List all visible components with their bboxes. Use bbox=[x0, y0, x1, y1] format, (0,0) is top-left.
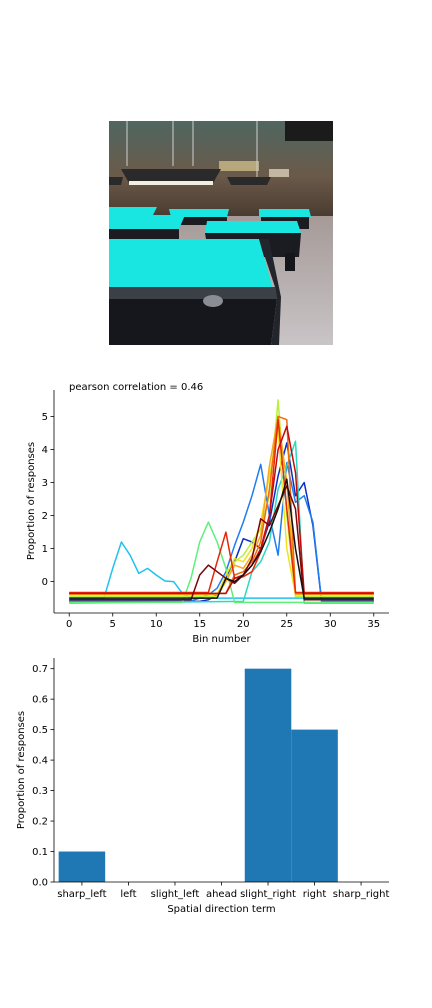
x-tick-label: 20 bbox=[237, 619, 250, 630]
line-chart: pearson correlation = 0.46 0 5 10 15 20 25 30 3… bbox=[26, 382, 389, 645]
x-tick-label: 0 bbox=[66, 619, 72, 630]
y-axis-label: Proportion of responses bbox=[26, 442, 37, 560]
y-tick-label: 0.2 bbox=[32, 817, 48, 828]
y-tick-label: 0.1 bbox=[32, 847, 48, 858]
y-tick-label: 5 bbox=[42, 412, 48, 423]
y-tick-label: 0.6 bbox=[32, 695, 48, 706]
pool-hall-photo bbox=[109, 121, 333, 345]
line-chart-axes: 0 5 10 15 20 25 30 35 0 1 2 3 4 5 bbox=[42, 390, 389, 630]
bar-chart-plot-area bbox=[58, 668, 338, 882]
wall-sign bbox=[285, 121, 333, 141]
y-axis-label: Proportion of responses bbox=[16, 711, 27, 829]
pool-table-foreground bbox=[109, 239, 281, 345]
x-tick-label: ahead bbox=[206, 889, 237, 900]
bar-right bbox=[291, 729, 338, 882]
chart-title: pearson correlation = 0.46 bbox=[69, 382, 203, 393]
x-tick-label: left bbox=[120, 889, 136, 900]
series-line-10 bbox=[69, 425, 374, 595]
x-tick-label: right bbox=[303, 889, 327, 900]
x-tick-label: 15 bbox=[193, 619, 206, 630]
x-tick-label: sharp_right bbox=[333, 889, 390, 900]
series-line-1 bbox=[69, 461, 374, 602]
x-tick-label: slight_right bbox=[240, 889, 296, 900]
series-line-9 bbox=[69, 418, 374, 594]
x-axis-label: Spatial direction term bbox=[167, 904, 275, 915]
x-tick-label: 25 bbox=[280, 619, 293, 630]
series-line-0 bbox=[69, 442, 374, 603]
y-tick-label: 0.7 bbox=[32, 664, 48, 675]
y-tick-label: 0.5 bbox=[32, 725, 48, 736]
bar-chart: sharp_left left slight_left ahead slight_rig… bbox=[16, 658, 389, 915]
bar-chart-axes: sharp_left left slight_left ahead slight_rig… bbox=[32, 658, 389, 900]
series-line-6 bbox=[69, 428, 374, 596]
ceiling-lamps bbox=[109, 121, 271, 185]
y-tick-label: 0.0 bbox=[32, 878, 48, 889]
series-line-8 bbox=[69, 415, 374, 594]
y-tick-label: 1 bbox=[42, 544, 48, 555]
bar-slight_right bbox=[244, 668, 292, 882]
y-tick-label: 3 bbox=[42, 478, 48, 489]
x-tick-label: 35 bbox=[367, 619, 380, 630]
x-tick-label: slight_left bbox=[151, 889, 200, 900]
bar-sharp_left bbox=[58, 851, 106, 882]
x-axis-label: Bin number bbox=[192, 634, 251, 645]
y-tick-label: 0.3 bbox=[32, 786, 48, 797]
line-chart-plot-area bbox=[69, 399, 374, 604]
y-tick-label: 4 bbox=[42, 445, 48, 456]
x-tick-label: 30 bbox=[324, 619, 337, 630]
y-tick-label: 0 bbox=[42, 577, 48, 588]
x-tick-label: sharp_left bbox=[57, 889, 106, 900]
y-tick-label: 0.4 bbox=[32, 756, 48, 767]
y-tick-label: 2 bbox=[42, 511, 48, 522]
x-tick-label: 5 bbox=[110, 619, 116, 630]
series-line-7 bbox=[69, 415, 374, 595]
series-line-5 bbox=[69, 399, 374, 598]
series-line-11 bbox=[69, 485, 374, 601]
series-line-12 bbox=[69, 478, 374, 599]
x-tick-label: 10 bbox=[150, 619, 163, 630]
